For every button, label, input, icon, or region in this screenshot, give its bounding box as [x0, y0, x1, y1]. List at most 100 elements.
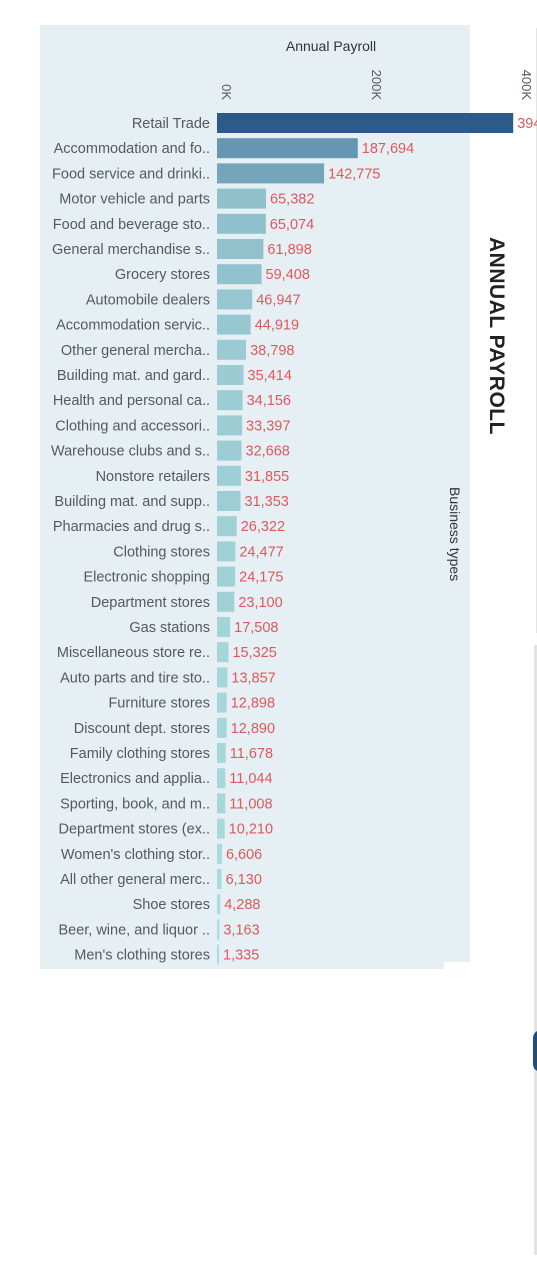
value-label: 11,678	[230, 746, 273, 762]
y-axis-title: Business types	[447, 487, 463, 581]
bar-29	[217, 843, 222, 864]
value-label: 4,288	[224, 897, 260, 913]
category-label: Family clothing stores	[70, 746, 210, 762]
bar-15	[217, 491, 241, 511]
bar-21	[217, 642, 229, 663]
value-label: 61,898	[267, 242, 311, 258]
value-label: 46,947	[256, 292, 300, 308]
category-label: Men's clothing stores	[74, 948, 210, 964]
category-label: Building mat. and gard..	[57, 368, 210, 384]
value-label: 23,100	[238, 595, 282, 611]
value-label: 34,156	[247, 393, 291, 409]
bar-33	[217, 944, 219, 965]
category-label: Clothing and accessori..	[55, 418, 210, 434]
value-label: 12,898	[231, 696, 275, 712]
bars	[217, 113, 514, 965]
category-label: Miscellaneous store re..	[57, 645, 210, 661]
bar-18	[217, 566, 236, 587]
value-label: 24,175	[239, 570, 283, 586]
bar-9	[217, 339, 247, 360]
bar-22	[217, 667, 228, 688]
value-label: 32,668	[246, 444, 290, 460]
value-label: 11,008	[229, 796, 272, 812]
x-tick-label: 200K	[369, 70, 384, 101]
value-label: 31,353	[245, 494, 289, 510]
value-label: 15,325	[232, 645, 276, 661]
bar-8	[217, 314, 251, 335]
value-label: 44,919	[255, 318, 299, 334]
bar-30	[217, 869, 222, 889]
x-axis-title: Annual Payroll	[286, 38, 376, 54]
value-label: 394,957	[517, 116, 537, 132]
category-label: Accommodation and fo..	[54, 141, 210, 157]
value-labels: 394,957 187,694 142,775 65,382 65,074 61,898 5…	[223, 116, 537, 964]
category-label: General merchandise s..	[52, 242, 210, 258]
category-label: Shoe stores	[133, 897, 210, 913]
bar-0	[217, 113, 514, 133]
bar-20	[217, 617, 231, 637]
adjacent-card-edge-lower	[534, 645, 537, 1255]
bar-11	[217, 390, 243, 411]
bar-5	[217, 239, 264, 259]
value-label: 6,130	[226, 872, 262, 888]
value-label: 1,335	[223, 948, 259, 964]
category-label: Department stores (ex..	[59, 822, 211, 838]
category-label: Sporting, book, and m..	[60, 796, 210, 812]
value-label: 13,857	[231, 670, 275, 686]
bar-25	[217, 743, 226, 763]
bar-4	[217, 213, 266, 234]
category-label: Beer, wine, and liquor ..	[58, 922, 210, 938]
value-label: 65,074	[270, 217, 314, 233]
category-label: Other general mercha..	[61, 343, 210, 359]
bar-26	[217, 768, 226, 789]
value-label: 31,855	[245, 469, 289, 485]
value-label: 24,477	[239, 544, 283, 560]
bar-13	[217, 440, 242, 461]
x-tick-label: 400K	[519, 70, 534, 101]
value-label: 38,798	[250, 343, 294, 359]
value-label: 12,890	[231, 721, 275, 737]
category-label: Grocery stores	[115, 267, 210, 283]
value-label: 3,163	[223, 922, 259, 938]
bar-23	[217, 692, 227, 713]
category-label: Department stores	[91, 595, 210, 611]
bar-1	[217, 138, 358, 159]
bar-3	[217, 188, 267, 209]
category-label: Motor vehicle and parts	[59, 192, 210, 208]
category-label: Food and beverage sto..	[53, 217, 210, 233]
category-label: Women's clothing stor..	[61, 847, 210, 863]
x-tick-label: 0K	[219, 84, 234, 100]
bar-2	[217, 163, 325, 184]
side-title: ANNUAL PAYROLL	[485, 237, 508, 435]
bar-7	[217, 289, 253, 310]
bar-6	[217, 264, 262, 285]
category-label: Nonstore retailers	[96, 469, 210, 485]
bar-27	[217, 793, 226, 814]
category-label: Electronic shopping	[83, 570, 210, 586]
bar-19	[217, 591, 235, 612]
category-label: Health and personal ca..	[53, 393, 210, 409]
value-label: 10,210	[229, 822, 273, 838]
bar-24	[217, 717, 227, 738]
value-label: 17,508	[234, 620, 278, 636]
bar-16	[217, 516, 237, 537]
category-label: Automobile dealers	[86, 292, 210, 308]
category-label: Furniture stores	[108, 696, 210, 712]
bar-17	[217, 541, 236, 562]
value-label: 65,382	[270, 192, 314, 208]
value-label: 26,322	[241, 519, 285, 535]
category-label: Gas stations	[129, 620, 210, 636]
value-label: 33,397	[246, 418, 290, 434]
bar-31	[217, 894, 221, 915]
value-label: 11,044	[229, 771, 272, 787]
category-label: Retail Trade	[132, 116, 210, 132]
category-label: Clothing stores	[113, 544, 210, 560]
category-label: Food service and drinki..	[52, 166, 210, 182]
panel-notch	[444, 962, 470, 970]
category-label: Discount dept. stores	[74, 721, 210, 737]
category-label: Warehouse clubs and s..	[51, 444, 210, 460]
value-label: 142,775	[328, 166, 380, 182]
value-label: 35,414	[248, 368, 292, 384]
value-label: 59,408	[266, 267, 310, 283]
